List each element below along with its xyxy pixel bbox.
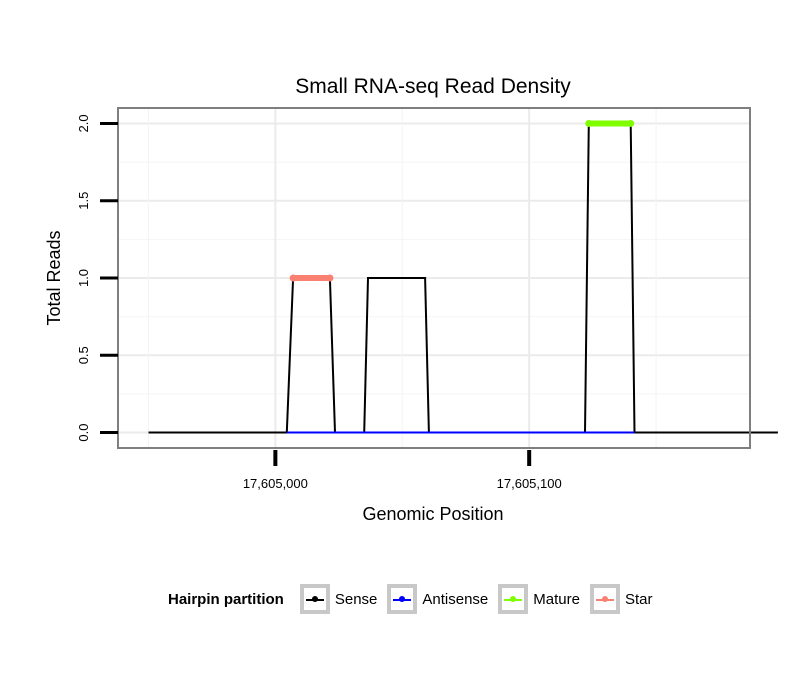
legend-item-star: Star bbox=[589, 584, 653, 614]
legend-item-sense: Sense bbox=[299, 584, 378, 614]
series-point-mature bbox=[627, 119, 635, 127]
legend-key-mature bbox=[498, 584, 529, 614]
series-group bbox=[148, 119, 778, 434]
legend-label-mature: Mature bbox=[533, 590, 580, 608]
legend-label-star: Star bbox=[624, 590, 653, 608]
legend-item-antisense: Antisense bbox=[387, 584, 488, 614]
y-tick-label: 0.5 bbox=[76, 346, 91, 364]
chart-title: Small RNA-seq Read Density bbox=[295, 75, 571, 98]
legend-item-mature: Mature bbox=[498, 584, 580, 614]
series-point-star bbox=[289, 274, 297, 282]
grid-lines bbox=[118, 108, 750, 448]
y-tick-label: 1.5 bbox=[76, 192, 91, 210]
legend-label-antisense: Antisense bbox=[422, 590, 489, 608]
legend-key-antisense bbox=[387, 584, 418, 614]
y-tick-label: 2.0 bbox=[76, 114, 91, 132]
x-axis: 17,605,000 17,605,100 bbox=[243, 450, 562, 491]
x-tick-label: 17,605,000 bbox=[243, 476, 308, 491]
legend-key-sense bbox=[299, 584, 330, 614]
series-point-star bbox=[326, 274, 334, 282]
y-axis: 0.0 0.5 1.0 1.5 2.0 bbox=[76, 114, 118, 442]
y-tick-label: 1.0 bbox=[76, 269, 91, 287]
x-tick-label: 17,605,100 bbox=[497, 476, 562, 491]
y-axis-label: Total Reads bbox=[44, 230, 64, 325]
y-tick-label: 0.0 bbox=[76, 424, 91, 442]
legend-label-sense: Sense bbox=[334, 590, 378, 608]
legend: Hairpin partition Sense Antisense Mature… bbox=[168, 584, 662, 614]
x-axis-label: Genomic Position bbox=[362, 504, 503, 524]
legend-key-star bbox=[589, 584, 620, 614]
legend-title: Hairpin partition bbox=[168, 590, 284, 608]
series-point-mature bbox=[585, 119, 593, 127]
